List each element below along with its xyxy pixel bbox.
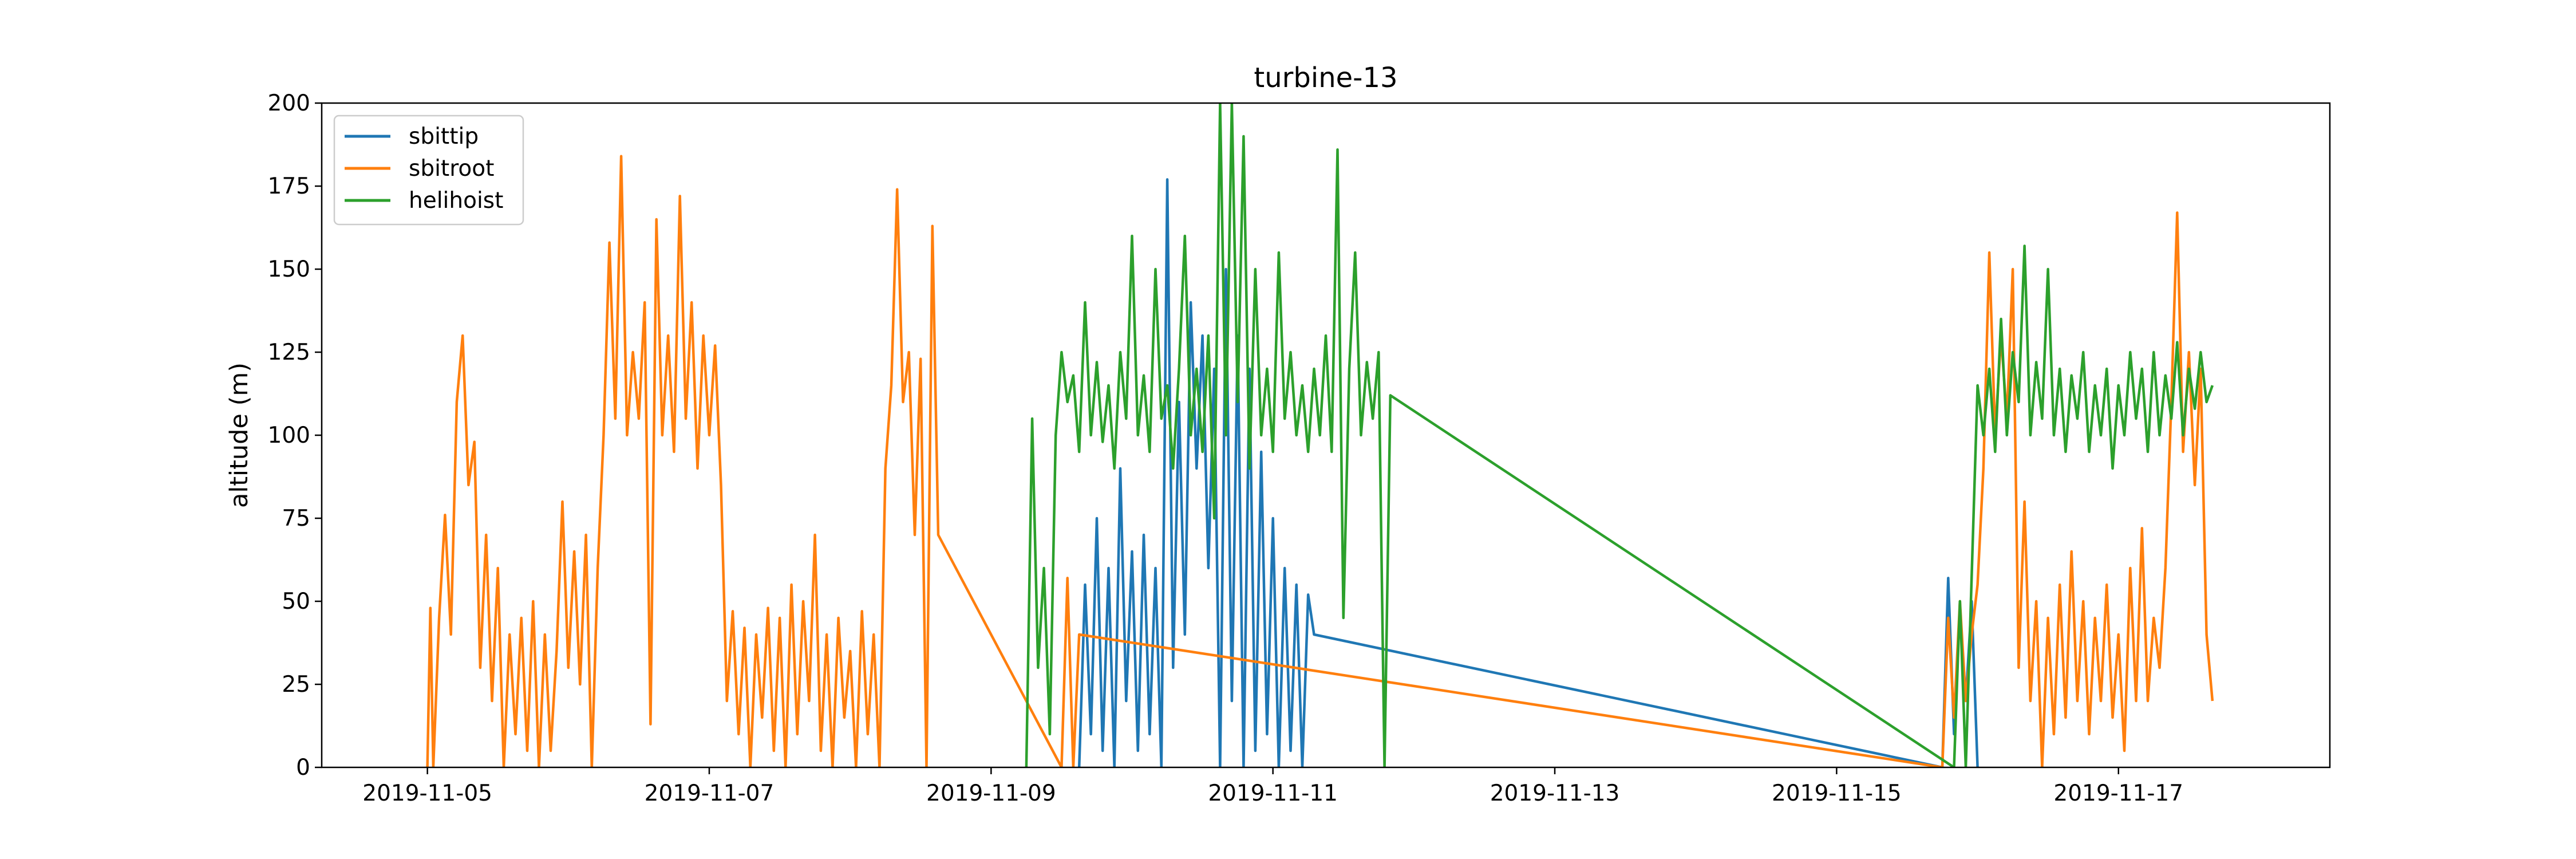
y-tick-label: 175 bbox=[268, 174, 310, 199]
series-line-sbitroot bbox=[426, 155, 2214, 767]
legend-label-sbitroot: sbitroot bbox=[409, 156, 494, 182]
x-tick-label: 2019-11-09 bbox=[926, 781, 1056, 806]
x-tick-label: 2019-11-15 bbox=[1772, 781, 1902, 806]
x-tick-label: 2019-11-17 bbox=[2053, 781, 2183, 806]
x-tick-label: 2019-11-13 bbox=[1490, 781, 1620, 806]
y-tick-label: 50 bbox=[282, 589, 310, 614]
series-line-sbittip bbox=[1077, 178, 1979, 767]
legend: sbittip sbitroot helihoist bbox=[333, 115, 524, 226]
axes-layer: 0 25 50 75 100 125 150 175 200 2019-11-05 2019-11-… bbox=[268, 90, 2331, 806]
series-line-helihoist bbox=[1025, 103, 2214, 767]
chart-title: turbine-13 bbox=[1254, 62, 1397, 94]
y-tick-label: 0 bbox=[296, 755, 310, 781]
x-tick-label: 2019-11-05 bbox=[362, 781, 492, 806]
y-tick-label: 125 bbox=[268, 340, 310, 365]
y-tick-label: 150 bbox=[268, 257, 310, 282]
x-tick-label: 2019-11-07 bbox=[645, 781, 775, 806]
legend-box bbox=[333, 115, 524, 226]
x-tick-label: 2019-11-11 bbox=[1208, 781, 1338, 806]
legend-label-sbittip: sbittip bbox=[409, 124, 479, 149]
legend-label-helihoist: helihoist bbox=[409, 188, 503, 214]
y-tick-label: 100 bbox=[268, 423, 310, 448]
y-tick-label: 25 bbox=[282, 672, 310, 698]
y-tick-label: 75 bbox=[282, 506, 310, 531]
series-layer bbox=[426, 103, 2214, 767]
y-axis-title: altitude (m) bbox=[225, 362, 254, 508]
y-tick-label: 200 bbox=[268, 90, 310, 116]
